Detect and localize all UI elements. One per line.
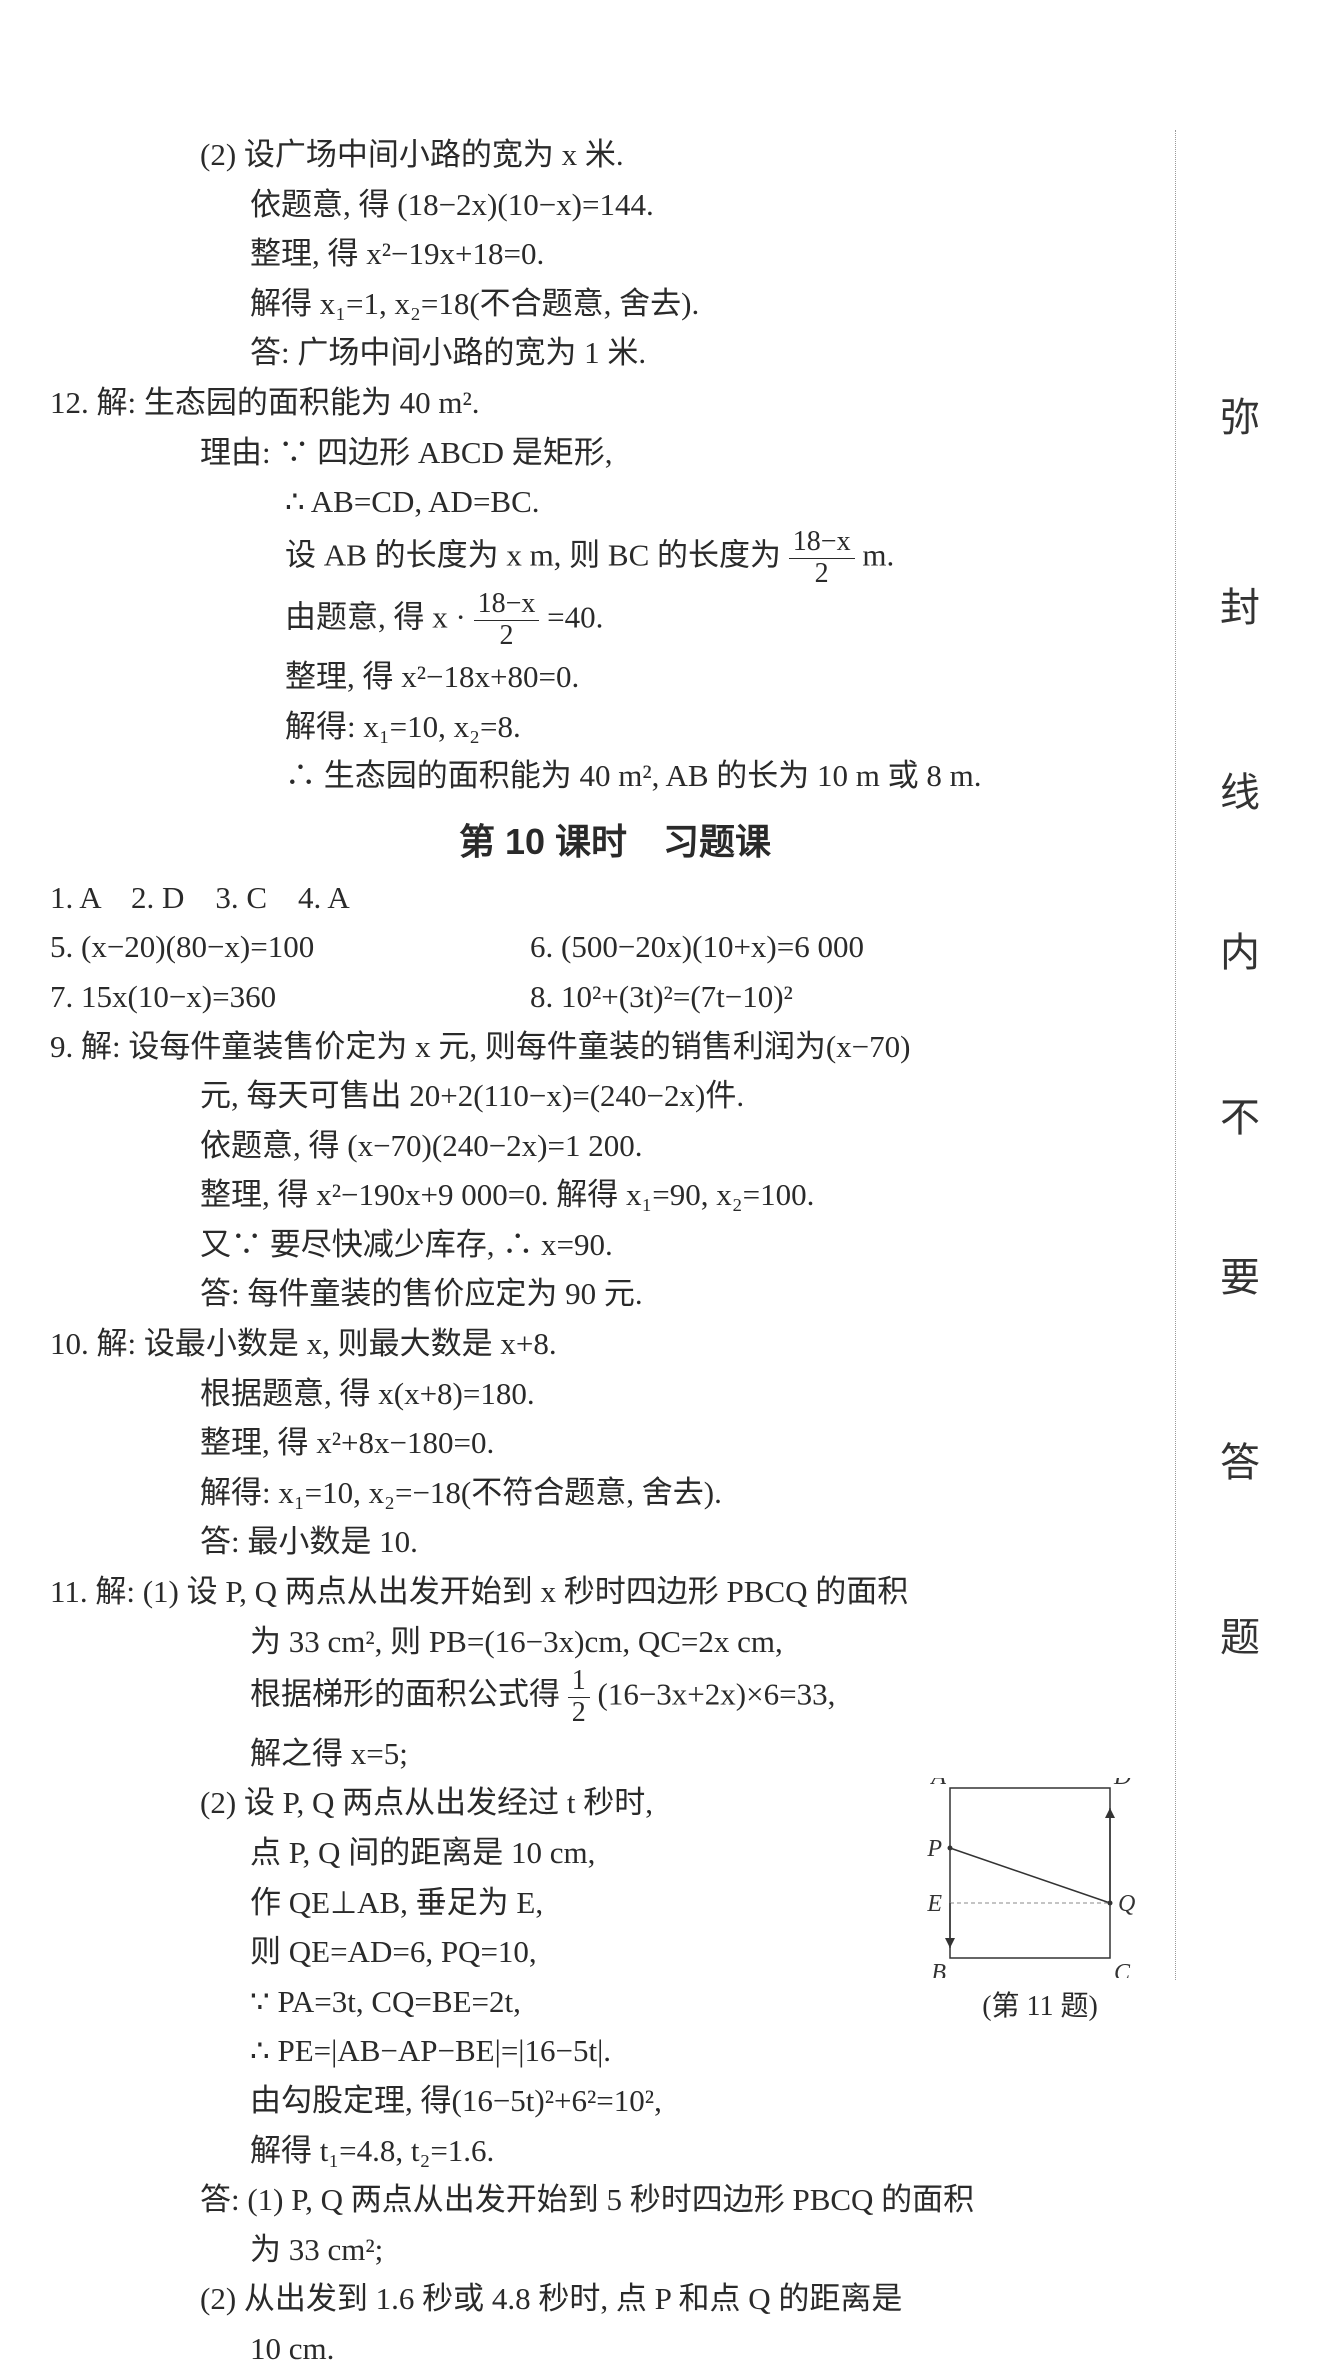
q9-l5: 答: 每件童装的售价应定为 90 元.	[200, 1269, 1180, 1319]
margin-char-3: 线	[1215, 760, 1265, 818]
svg-text:C: C	[1114, 1960, 1131, 1978]
q-prev-l3: 解得 x₁=1, x₂=18(不合题意, 舍去).	[250, 279, 1180, 329]
q9-l4: 又∵ 要尽快减少库存, ∴ x=90.	[200, 1220, 1180, 1270]
q12-l6: 解得: x₁=10, x₂=8.	[285, 702, 1180, 752]
q12-l3-frac: 18−x 2	[789, 527, 855, 590]
q11-ans1b: 为 33 cm²;	[250, 2225, 1180, 2275]
q11-ans2: (2) 从出发到 1.6 秒或 4.8 秒时, 点 P 和点 Q 的距离是	[200, 2274, 1180, 2324]
q11-ans2b: 10 cm.	[250, 2324, 1180, 2374]
q9-l2: 依题意, 得 (x−70)(240−2x)=1 200.	[200, 1121, 1180, 1171]
margin-char-1: 弥	[1215, 385, 1265, 443]
row-5-6: 5. (x−20)(80−x)=100 6. (500−20x)(10+x)=6…	[50, 922, 1180, 972]
margin-char-6: 要	[1215, 1245, 1265, 1303]
q11-l2a: 根据梯形的面积公式得	[250, 1677, 560, 1712]
svg-text:P: P	[926, 1836, 942, 1862]
q10-l3: 解得: x₁=10, x₂=−18(不符合题意, 舍去).	[200, 1468, 1180, 1518]
q12-l4-frac-den: 2	[474, 621, 540, 652]
svg-text:A: A	[929, 1778, 946, 1790]
margin-char-8: 题	[1215, 1605, 1265, 1663]
margin-char-5: 不	[1215, 1085, 1265, 1143]
mcq-line: 1. A 2. D 3. C 4. A	[50, 873, 1180, 923]
q12-l3-frac-num: 18−x	[789, 527, 855, 559]
q12-l3: 设 AB 的长度为 x m, 则 BC 的长度为 18−x 2 m.	[285, 527, 1180, 590]
q11-l2-frac-num: 1	[568, 1666, 590, 1698]
q7: 7. 15x(10−x)=360	[50, 972, 530, 1022]
page-content: (2) 设广场中间小路的宽为 x 米. 依题意, 得 (18−2x)(10−x)…	[50, 130, 1180, 2374]
q10-head: 10. 解: 设最小数是 x, 则最大数是 x+8.	[50, 1319, 1180, 1369]
q11-l1: 为 33 cm², 则 PB=(16−3x)cm, QC=2x cm,	[250, 1617, 1180, 1667]
margin-char-4: 内	[1215, 920, 1265, 978]
q10-l2: 整理, 得 x²+8x−180=0.	[200, 1418, 1180, 1468]
q11-l2-frac: 1 2	[568, 1666, 590, 1729]
svg-text:B: B	[931, 1960, 946, 1978]
q-prev-l4: 答: 广场中间小路的宽为 1 米.	[250, 328, 1180, 378]
q-prev-l1: 依题意, 得 (18−2x)(10−x)=144.	[250, 180, 1180, 230]
q12-l1: 理由: ∵ 四边形 ABCD 是矩形,	[200, 428, 1180, 478]
q12-l3b: m.	[862, 537, 894, 572]
q10-l4: 答: 最小数是 10.	[200, 1517, 1180, 1567]
q-prev-p2-intro: (2) 设广场中间小路的宽为 x 米.	[200, 130, 1180, 180]
svg-text:D: D	[1113, 1778, 1131, 1790]
q12-l3a: 设 AB 的长度为 x m, 则 BC 的长度为	[285, 537, 781, 572]
q12-l4: 由题意, 得 x · 18−x 2 =40.	[285, 589, 1180, 652]
q9-l1: 元, 每天可售出 20+2(110−x)=(240−2x)件.	[200, 1071, 1180, 1121]
row-7-8: 7. 15x(10−x)=360 8. 10²+(3t)²=(7t−10)²	[50, 972, 1180, 1022]
q-prev-l2: 整理, 得 x²−19x+18=0.	[250, 229, 1180, 279]
q11-p2-l7: 解得 t₁=4.8, t₂=1.6.	[250, 2126, 1180, 2176]
q11-l3: 解之得 x=5;	[250, 1729, 1180, 1779]
q11-l2b: (16−3x+2x)×6=33,	[598, 1677, 836, 1712]
q9-l3: 整理, 得 x²−190x+9 000=0. 解得 x₁=90, x₂=100.	[200, 1170, 1180, 1220]
section-title: 第 10 课时 习题课	[50, 813, 1180, 865]
q12-l5: 整理, 得 x²−18x+80=0.	[285, 652, 1180, 702]
q12-l7: ∴ 生态园的面积能为 40 m², AB 的长为 10 m 或 8 m.	[285, 751, 1180, 801]
q12-l3-frac-den: 2	[789, 559, 855, 590]
margin-char-7: 答	[1215, 1430, 1265, 1488]
q12-l2: ∴ AB=CD, AD=BC.	[285, 477, 1180, 527]
svg-text:Q: Q	[1118, 1891, 1135, 1917]
q10-l1: 根据题意, 得 x(x+8)=180.	[200, 1369, 1180, 1419]
q11-l2-frac-den: 2	[568, 1698, 590, 1729]
figure-svg: A D B C P E Q	[920, 1778, 1140, 1978]
q11-l2: 根据梯形的面积公式得 1 2 (16−3x+2x)×6=33,	[250, 1666, 1180, 1729]
margin-char-2: 封	[1215, 575, 1265, 633]
q12-head: 12. 解: 生态园的面积能为 40 m².	[50, 378, 1180, 428]
q12-l4-frac-num: 18−x	[474, 589, 540, 621]
q11-p2-l6: 由勾股定理, 得(16−5t)²+6²=10²,	[250, 2076, 1180, 2126]
q11-head: 11. 解: (1) 设 P, Q 两点从出发开始到 x 秒时四边形 PBCQ …	[50, 1567, 1180, 1617]
q12-l4a: 由题意, 得 x ·	[285, 600, 474, 635]
svg-text:E: E	[926, 1891, 942, 1917]
figure-q11: A D B C P E Q (第 11 题)	[920, 1778, 1160, 2024]
q12-l4-frac: 18−x 2	[474, 589, 540, 652]
q12-l4b: =40.	[547, 600, 603, 635]
q11-p2-l5: ∴ PE=|AB−AP−BE|=|16−5t|.	[250, 2026, 1180, 2076]
figure-caption: (第 11 题)	[920, 1984, 1160, 2024]
q5: 5. (x−20)(80−x)=100	[50, 922, 530, 972]
q8: 8. 10²+(3t)²=(7t−10)²	[530, 972, 1180, 1022]
q9-head: 9. 解: 设每件童装售价定为 x 元, 则每件童装的销售利润为(x−70)	[50, 1022, 1180, 1072]
q6: 6. (500−20x)(10+x)=6 000	[530, 922, 1180, 972]
q11-ans1: 答: (1) P, Q 两点从出发开始到 5 秒时四边形 PBCQ 的面积	[200, 2175, 1180, 2225]
